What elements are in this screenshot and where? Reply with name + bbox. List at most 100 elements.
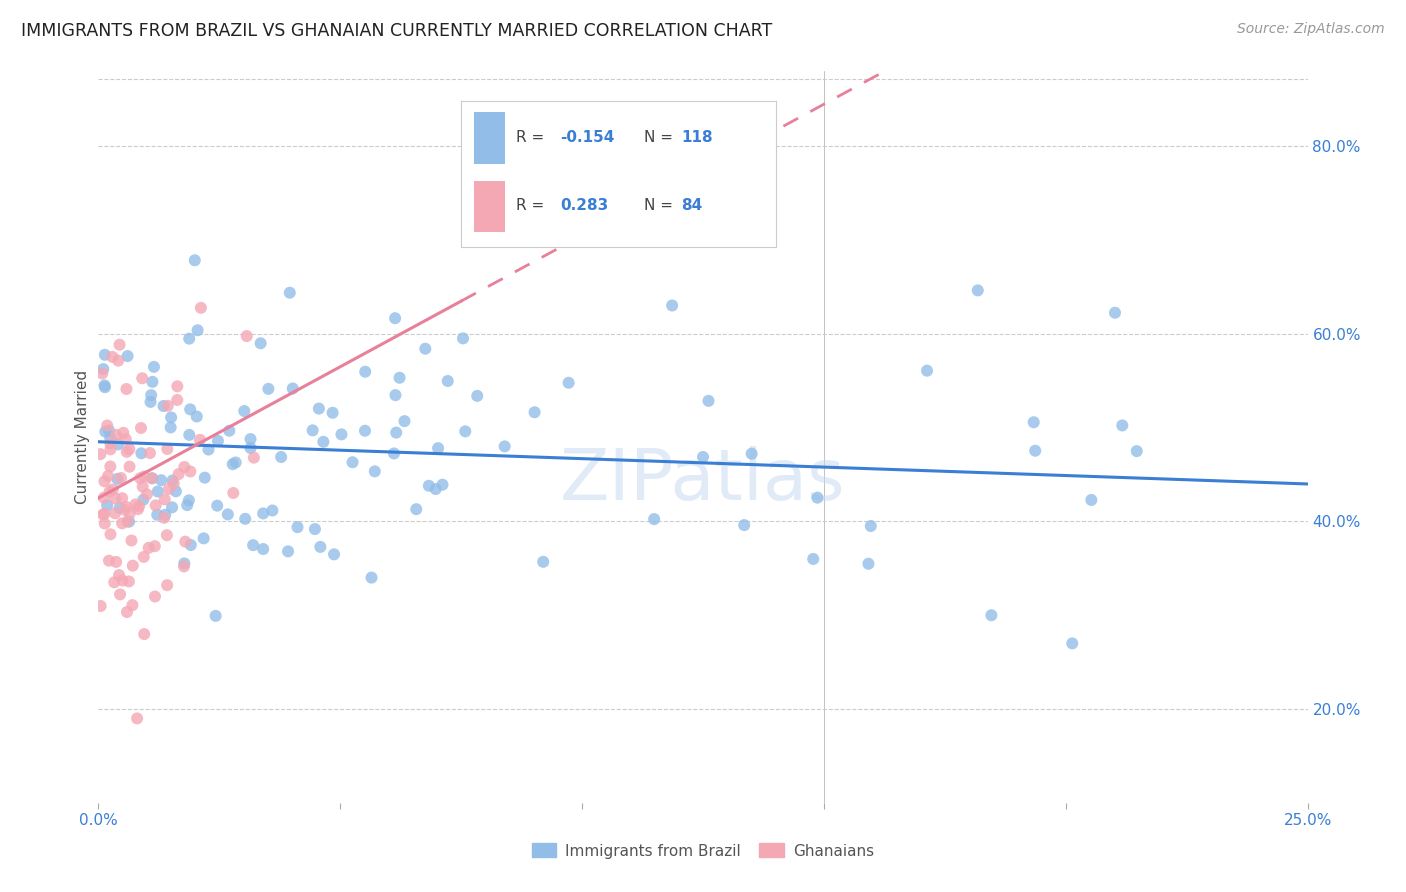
Point xyxy=(312,434,335,449)
Point xyxy=(96,418,118,433)
Point xyxy=(135,487,157,501)
Text: ZIPatlas: ZIPatlas xyxy=(560,447,846,516)
Point xyxy=(111,574,134,588)
Point xyxy=(118,459,141,474)
Point xyxy=(108,500,131,515)
Point xyxy=(281,382,304,396)
Point xyxy=(418,479,440,493)
Point xyxy=(177,493,200,508)
Point xyxy=(129,471,152,485)
Point xyxy=(159,420,181,434)
Point xyxy=(858,557,880,571)
Point xyxy=(156,399,179,413)
Point xyxy=(127,711,149,725)
Point xyxy=(806,491,828,505)
Point xyxy=(114,503,136,517)
Point xyxy=(557,376,579,390)
Point xyxy=(465,389,488,403)
Point xyxy=(91,362,114,376)
Point xyxy=(111,516,134,531)
Point xyxy=(287,520,309,534)
Point xyxy=(108,587,131,601)
Point xyxy=(134,627,156,641)
Point xyxy=(239,441,262,455)
Point xyxy=(114,432,136,446)
Point xyxy=(153,510,176,524)
Point xyxy=(121,558,143,573)
Point xyxy=(105,427,128,442)
Point xyxy=(179,428,201,442)
Point xyxy=(139,446,162,460)
Point xyxy=(354,365,377,379)
Point xyxy=(91,367,114,381)
Point xyxy=(360,571,382,585)
Point xyxy=(166,392,188,407)
Point xyxy=(193,532,215,546)
Point xyxy=(115,445,138,459)
Point xyxy=(97,424,120,438)
Point xyxy=(108,568,131,582)
Point xyxy=(155,508,177,522)
Point xyxy=(93,475,115,489)
Point xyxy=(118,515,141,529)
Point xyxy=(188,433,211,447)
Point xyxy=(451,331,474,345)
Point xyxy=(98,431,121,445)
Point xyxy=(141,388,163,402)
Point xyxy=(115,500,138,514)
Point xyxy=(801,552,824,566)
Point xyxy=(124,497,146,511)
Point xyxy=(1024,443,1046,458)
Point xyxy=(101,350,124,364)
Point xyxy=(222,457,245,471)
Point xyxy=(107,353,129,368)
Point xyxy=(129,421,152,435)
Point xyxy=(134,469,156,483)
Point xyxy=(131,480,153,494)
Point xyxy=(121,598,143,612)
Point xyxy=(354,424,377,438)
Point xyxy=(100,527,122,541)
Point xyxy=(252,542,274,557)
Point xyxy=(156,442,179,456)
Point xyxy=(101,483,124,497)
Point xyxy=(966,284,988,298)
Point xyxy=(218,424,240,438)
Point xyxy=(93,507,115,521)
Point xyxy=(427,441,450,455)
Point xyxy=(141,471,163,485)
Point xyxy=(93,491,115,505)
Point xyxy=(180,538,202,552)
Point xyxy=(278,285,301,300)
Point xyxy=(301,423,323,437)
Point xyxy=(692,450,714,464)
Point xyxy=(166,379,188,393)
Point xyxy=(405,502,427,516)
Point xyxy=(388,371,411,385)
Point xyxy=(173,557,195,571)
Point xyxy=(152,399,174,413)
Point xyxy=(98,554,121,568)
Point xyxy=(98,484,121,499)
Point xyxy=(330,427,353,442)
Point xyxy=(385,425,408,440)
Point xyxy=(239,432,262,446)
Point xyxy=(111,491,134,506)
Point xyxy=(342,455,364,469)
Point xyxy=(915,364,938,378)
Point xyxy=(167,467,190,481)
Point xyxy=(143,590,166,604)
Point xyxy=(308,401,330,416)
Point xyxy=(249,336,271,351)
Point xyxy=(115,605,138,619)
Y-axis label: Currently Married: Currently Married xyxy=(75,370,90,504)
Point xyxy=(242,538,264,552)
Point xyxy=(1080,492,1102,507)
Point xyxy=(100,436,122,450)
Point xyxy=(160,410,183,425)
Point xyxy=(94,380,117,394)
Point xyxy=(980,608,1002,623)
Point xyxy=(186,409,208,424)
Point xyxy=(454,425,477,439)
Point xyxy=(204,608,226,623)
